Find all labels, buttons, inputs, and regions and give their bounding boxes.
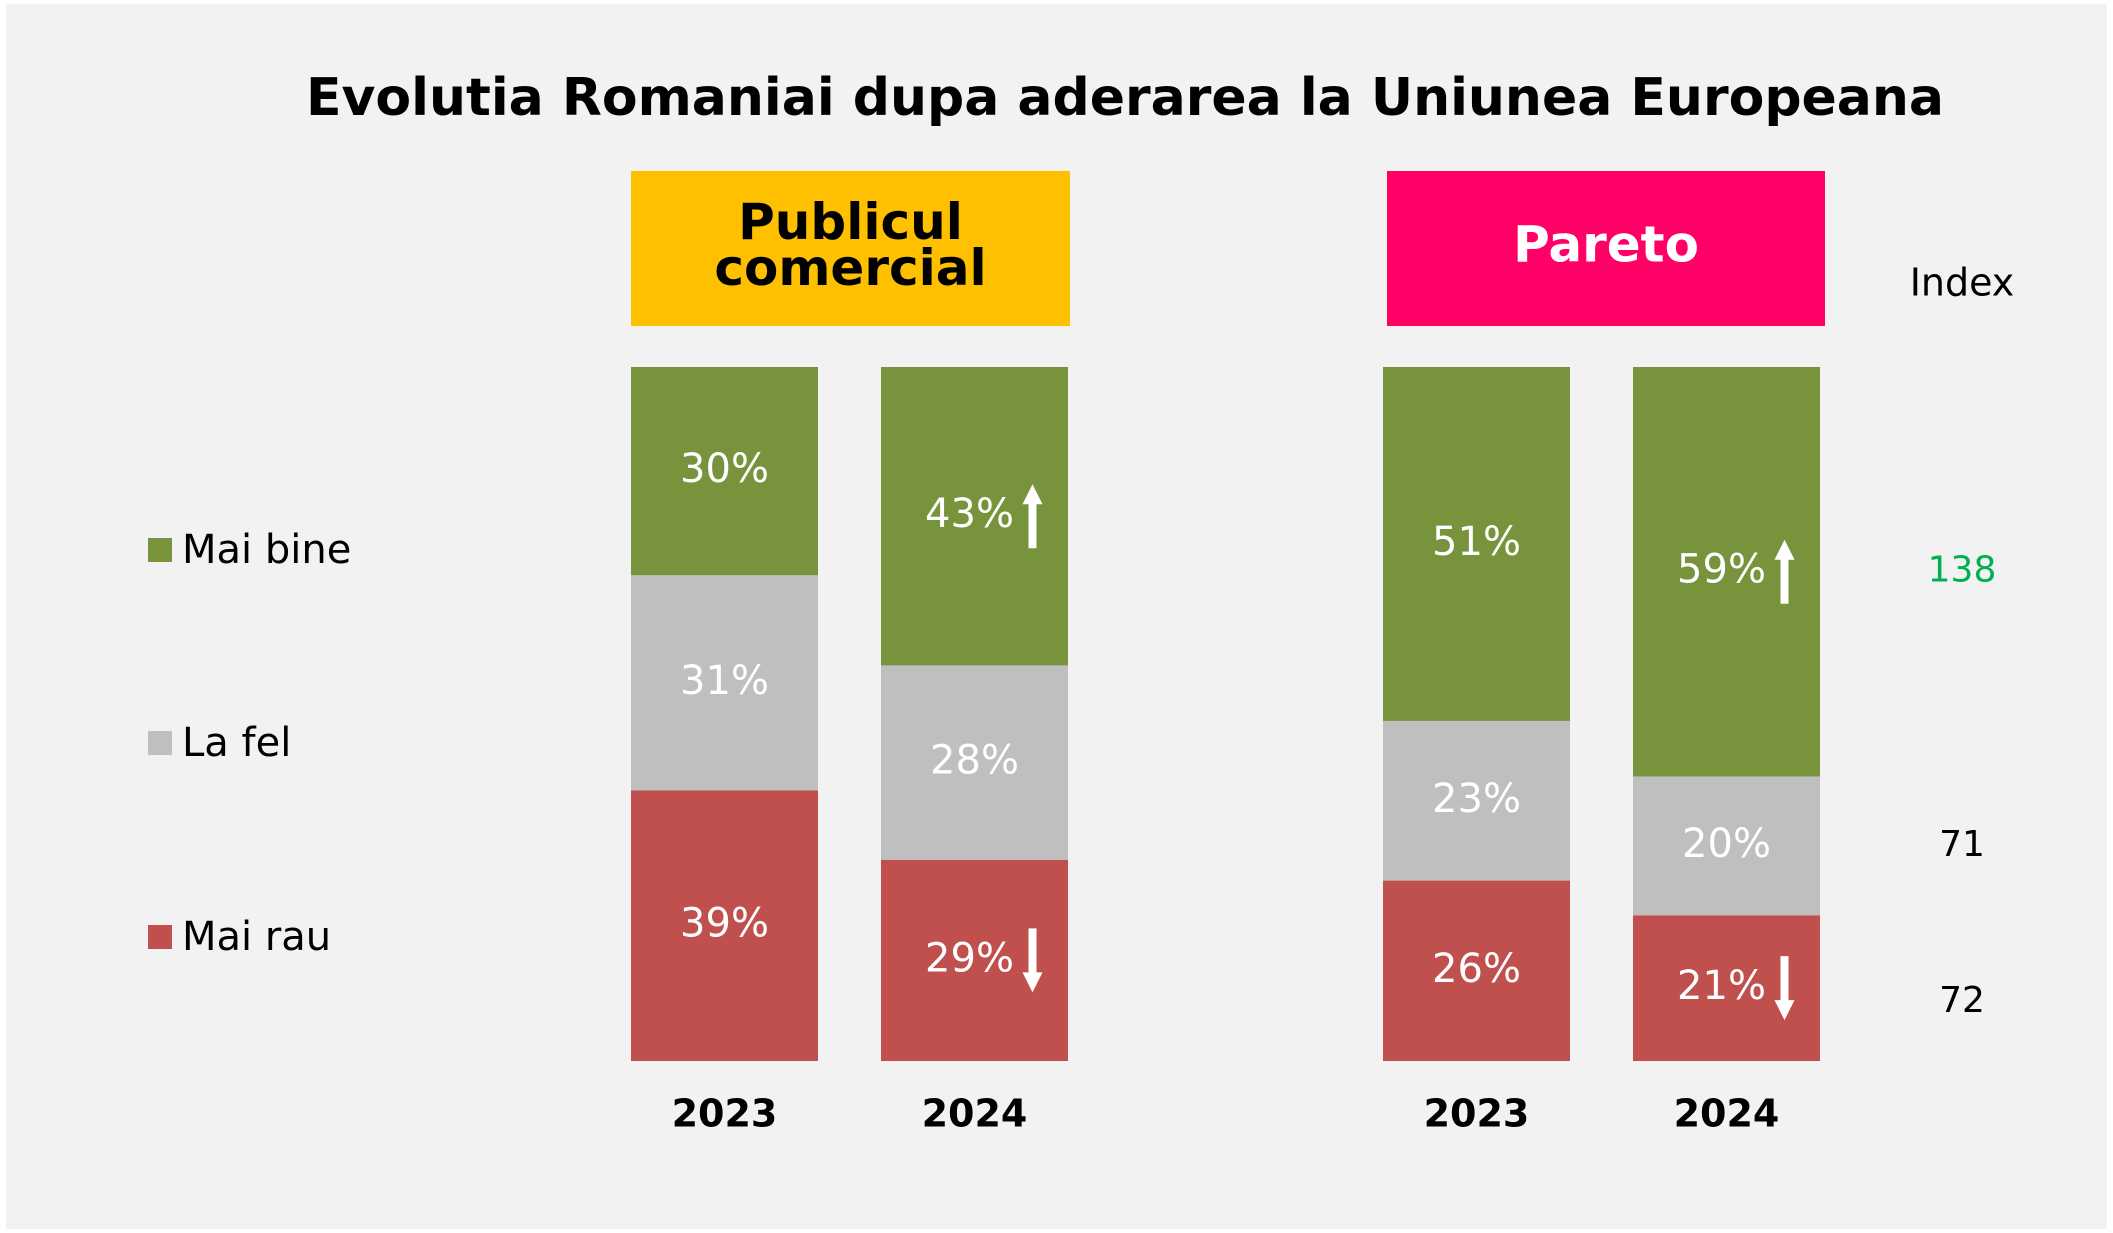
index-value: 72 — [1939, 980, 1985, 1021]
chart-title: Evolutia Romaniai dupa aderarea la Uniun… — [306, 68, 1944, 128]
bar-segment — [881, 665, 1068, 860]
x-tick-label: 2024 — [1674, 1092, 1780, 1136]
trend-arrow — [1774, 539, 1795, 604]
bar-segment — [631, 575, 818, 791]
bar-segment — [881, 859, 1068, 1061]
bar-segment — [881, 367, 1068, 666]
value-label: 23% — [1432, 776, 1521, 822]
value-label: 20% — [1682, 821, 1771, 867]
value-label: 43% — [925, 491, 1014, 537]
panel-title: Pareto — [1513, 216, 1699, 274]
legend-label: Mai rau — [182, 914, 331, 960]
bar-segment — [1383, 367, 1570, 721]
legend-label: La fel — [182, 720, 291, 766]
bar-segment — [1633, 776, 1820, 916]
value-label: 59% — [1677, 547, 1766, 593]
value-label: 39% — [680, 901, 769, 947]
index-header: Index — [1910, 261, 2015, 305]
legend-swatch — [148, 538, 172, 562]
bar-segment — [1633, 915, 1820, 1061]
trend-arrow — [1022, 484, 1043, 549]
index-value: 71 — [1939, 824, 1985, 865]
value-label: 28% — [930, 738, 1019, 784]
panel-title-line: comercial — [714, 239, 986, 297]
trend-arrow — [1774, 956, 1795, 1021]
legend-label: Mai bine — [182, 527, 351, 573]
x-tick-label: 2023 — [1424, 1092, 1530, 1136]
value-label: 51% — [1432, 519, 1521, 565]
bar-segment — [631, 790, 818, 1061]
legend-swatch — [148, 925, 172, 949]
value-label: 26% — [1432, 946, 1521, 992]
bar-segment — [631, 367, 818, 576]
bar-segment — [1383, 880, 1570, 1061]
x-tick-label: 2023 — [672, 1092, 778, 1136]
legend-swatch — [148, 731, 172, 755]
panel-title-line: Publicul — [738, 193, 963, 251]
value-label: 21% — [1677, 963, 1766, 1009]
index-value: 138 — [1928, 550, 1997, 591]
panel-title: Publicul comercial — [714, 193, 986, 297]
value-label: 30% — [680, 446, 769, 492]
panel-header — [1387, 171, 1825, 326]
x-tick-label: 2024 — [922, 1092, 1028, 1136]
value-label: 29% — [925, 935, 1014, 981]
bar-segment — [1383, 720, 1570, 881]
bar-segment — [1633, 367, 1820, 777]
trend-arrow — [1022, 928, 1043, 993]
value-label: 31% — [680, 658, 769, 704]
panel-header — [631, 171, 1070, 326]
